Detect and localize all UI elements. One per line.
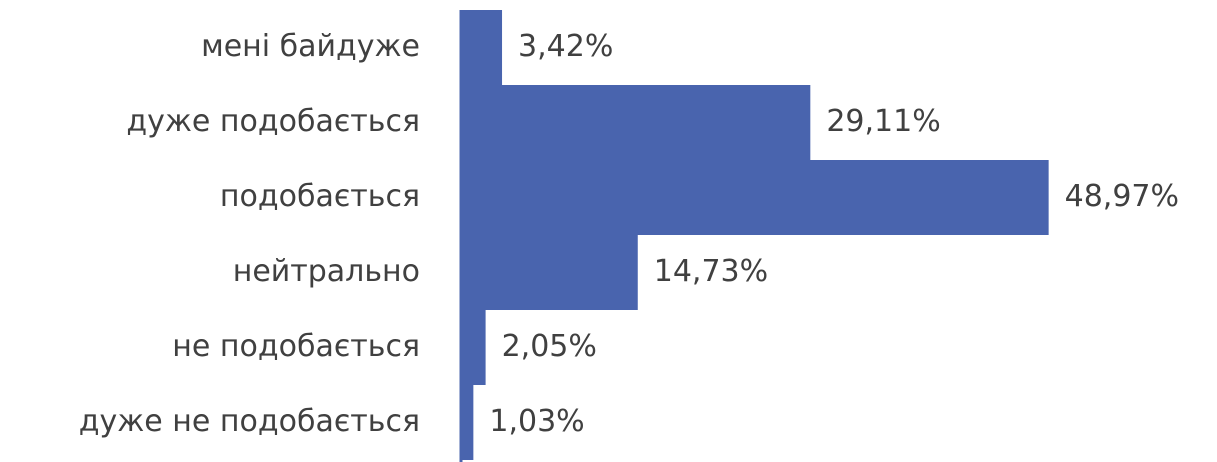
labels-layer: мені байдуже 3,42% дуже подобається 29,11% п…: [79, 29, 1179, 439]
bar-5: [461, 385, 474, 460]
category-label: подобається: [220, 179, 420, 214]
category-label: дуже подобається: [126, 104, 420, 139]
bar-2: [461, 160, 1049, 235]
value-label: 48,97%: [1065, 179, 1179, 214]
value-label: 1,03%: [489, 404, 584, 439]
bars-layer: [461, 10, 1049, 460]
bar-4: [461, 310, 486, 385]
category-label: мені байдуже: [201, 29, 420, 64]
bar-3: [461, 235, 638, 310]
category-label: дуже не подобається: [79, 404, 420, 439]
category-label: не подобається: [172, 329, 420, 364]
value-label: 14,73%: [654, 254, 768, 289]
value-label: 2,05%: [502, 329, 597, 364]
value-label: 3,42%: [518, 29, 613, 64]
value-label: 29,11%: [826, 104, 940, 139]
bar-0: [461, 10, 503, 85]
bar-1: [461, 85, 811, 160]
category-label: нейтрально: [233, 254, 420, 289]
